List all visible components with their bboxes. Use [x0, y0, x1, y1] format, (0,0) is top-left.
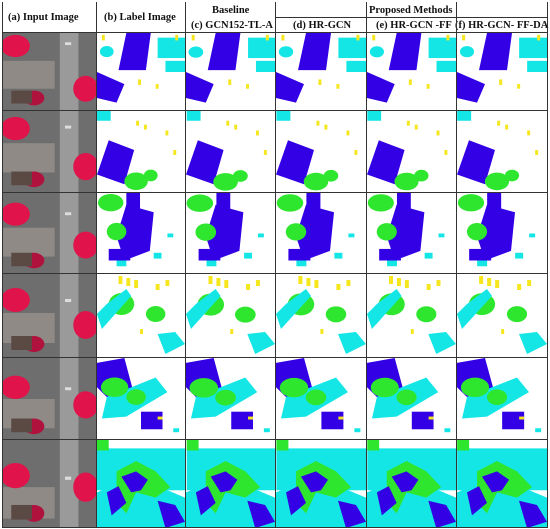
column-divider	[547, 2, 548, 528]
column-divider	[275, 2, 276, 528]
header-hr-gcn: (d) HR-GCN	[293, 20, 352, 31]
segmentation-result-tile	[276, 274, 366, 358]
tile-graphic	[457, 33, 547, 111]
segmentation-result-tile	[457, 274, 547, 358]
label-image-tile	[97, 358, 185, 440]
tile-graphic	[97, 111, 185, 193]
figure-bottom-rule	[2, 527, 548, 528]
segmentation-result-tile	[276, 193, 366, 274]
tile-graphic	[97, 193, 185, 274]
tile-graphic	[97, 33, 185, 111]
tile-graphic	[367, 274, 456, 358]
tile-graphic	[97, 440, 185, 528]
tile-graphic	[457, 193, 547, 274]
segmentation-result-tile	[276, 111, 366, 193]
segmentation-result-tile	[457, 440, 547, 528]
tile-graphic	[457, 111, 547, 193]
tile-graphic	[367, 193, 456, 274]
segmentation-result-tile	[276, 440, 366, 528]
tile-graphic	[276, 440, 366, 528]
header-hr-gcn-ff-da: (f) HR-GCN- FF-DA	[455, 20, 549, 31]
tile-graphic	[457, 440, 547, 528]
header-proposed-group: Proposed Methods	[369, 5, 453, 16]
tile-graphic	[186, 358, 275, 440]
input-image-tile	[3, 111, 96, 193]
row-divider	[2, 192, 548, 193]
label-image-tile	[97, 111, 185, 193]
tile-graphic	[97, 358, 185, 440]
header-input-image: (a) Input Image	[8, 12, 79, 23]
segmentation-result-tile	[457, 193, 547, 274]
tile-graphic	[276, 193, 366, 274]
segmentation-result-tile	[186, 111, 275, 193]
column-divider	[185, 2, 186, 528]
label-image-tile	[97, 33, 185, 111]
label-image-tile	[97, 440, 185, 528]
tile-graphic	[276, 111, 366, 193]
tile-graphic	[3, 358, 96, 440]
header-label-image: (b) Label Image	[104, 12, 176, 23]
segmentation-result-tile	[186, 358, 275, 440]
tile-graphic	[3, 111, 96, 193]
tile-graphic	[367, 111, 456, 193]
segmentation-result-tile	[457, 111, 547, 193]
header-hr-gcn-ff: (e) HR-GCN -FF	[376, 20, 452, 31]
tile-graphic	[3, 193, 96, 274]
input-image-tile	[3, 274, 96, 358]
segmentation-result-tile	[367, 193, 456, 274]
tile-graphic	[97, 274, 185, 358]
column-divider	[456, 2, 457, 528]
tile-graphic	[3, 33, 96, 111]
tile-graphic	[367, 440, 456, 528]
tile-graphic	[276, 274, 366, 358]
segmentation-result-tile	[457, 358, 547, 440]
segmentation-result-tile	[367, 274, 456, 358]
column-divider	[366, 2, 367, 528]
row-divider	[2, 273, 548, 274]
tile-graphic	[367, 358, 456, 440]
segmentation-result-tile	[186, 193, 275, 274]
segmentation-result-tile	[186, 274, 275, 358]
column-divider	[96, 2, 97, 528]
segmentation-result-tile	[367, 440, 456, 528]
tile-graphic	[186, 274, 275, 358]
header-underline-proposed	[275, 17, 548, 18]
input-image-tile	[3, 358, 96, 440]
label-image-tile	[97, 274, 185, 358]
column-divider	[2, 2, 3, 528]
segmentation-result-tile	[367, 111, 456, 193]
tile-graphic	[186, 193, 275, 274]
row-divider	[2, 357, 548, 358]
input-image-tile	[3, 440, 96, 528]
segmentation-result-tile	[457, 33, 547, 111]
segmentation-result-tile	[367, 33, 456, 111]
tile-graphic	[276, 358, 366, 440]
tile-graphic	[457, 358, 547, 440]
tile-graphic	[457, 274, 547, 358]
tile-graphic	[276, 33, 366, 111]
tile-graphic	[367, 33, 456, 111]
input-image-tile	[3, 193, 96, 274]
label-image-tile	[97, 193, 185, 274]
tile-graphic	[3, 440, 96, 528]
segmentation-result-tile	[186, 440, 275, 528]
segmentation-result-tile	[276, 358, 366, 440]
segmentation-result-tile	[276, 33, 366, 111]
tile-graphic	[3, 274, 96, 358]
tile-graphic	[186, 440, 275, 528]
row-divider	[2, 110, 548, 111]
header-baseline-group: Baseline	[212, 5, 250, 16]
tile-graphic	[186, 111, 275, 193]
header-baseline-method: (c) GCN152-TL-A	[191, 20, 273, 31]
tile-graphic	[186, 33, 275, 111]
input-image-tile	[3, 33, 96, 111]
segmentation-result-tile	[186, 33, 275, 111]
row-divider	[2, 439, 548, 440]
segmentation-result-tile	[367, 358, 456, 440]
